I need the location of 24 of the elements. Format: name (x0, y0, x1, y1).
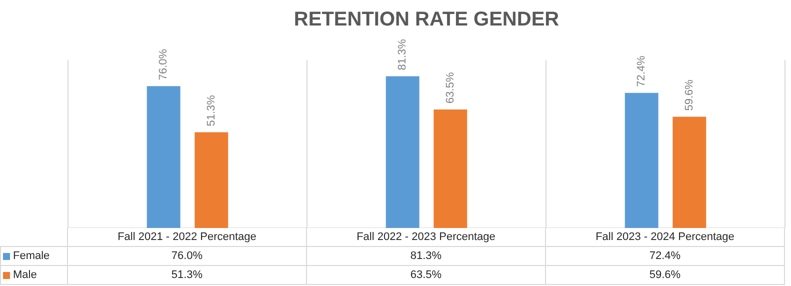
bar (672, 116, 706, 228)
data-label: 59.6% (546, 266, 785, 285)
data-label: 81.3% (307, 247, 546, 266)
text: 72.4% (636, 56, 648, 87)
text: 81.3% (396, 39, 409, 70)
data-label: 63.5% (307, 266, 546, 285)
x-tick-label: Fall 2023 - 2024 Percentage (546, 228, 785, 247)
data-label: 72.4% (546, 247, 785, 266)
bar (194, 132, 228, 228)
bar (434, 109, 468, 228)
chart-title: RETENTION RATE GENDER (294, 8, 560, 31)
text: 76.0% (158, 48, 170, 80)
data-label: 76.0% (68, 247, 307, 266)
x-tick-label: Fall 2022 - 2023 Percentage (307, 228, 546, 247)
bar (386, 76, 420, 228)
legend-label: Female (13, 249, 50, 264)
legend-label: Male (13, 268, 37, 283)
data-label: 51.3% (68, 266, 307, 285)
bar (624, 92, 658, 228)
x-tick-label: Fall 2021 - 2022 Percentage (68, 228, 307, 247)
text: 59.6% (683, 80, 696, 111)
text: 51.3% (205, 95, 218, 126)
bar (146, 86, 180, 228)
text: 63.5% (444, 72, 456, 104)
